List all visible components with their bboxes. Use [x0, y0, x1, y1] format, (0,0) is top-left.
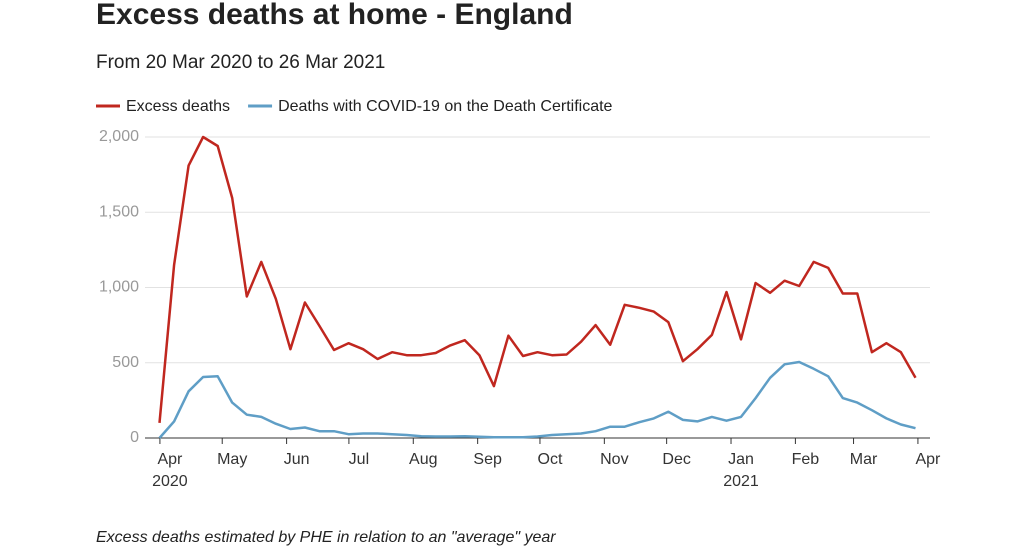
x-tick-label: Oct	[538, 451, 563, 468]
legend-label: Excess deaths	[126, 98, 230, 115]
series-line	[158, 135, 917, 424]
y-tick-label: 1,500	[99, 203, 139, 220]
y-tick-label: 500	[112, 354, 139, 371]
chart-title: Excess deaths at home - England	[96, 0, 573, 31]
series-line	[158, 360, 916, 439]
x-tick-label: Apr	[157, 451, 183, 468]
y-tick-label: 0	[130, 429, 139, 446]
x-tick-label: Jun	[284, 451, 310, 468]
chart-note: Excess deaths estimated by PHE in relati…	[96, 529, 556, 546]
x-tick-label: Mar	[850, 451, 878, 468]
x-tick-label: Aug	[409, 451, 437, 468]
x-tick-label: Dec	[662, 451, 690, 468]
legend-label: Deaths with COVID-19 on the Death Certif…	[278, 98, 612, 115]
x-year-label: 2020	[152, 473, 188, 490]
x-tick-label: Apr	[915, 451, 941, 468]
x-tick-label: Feb	[792, 451, 820, 468]
x-tick-label: Jul	[349, 451, 369, 468]
y-tick-label: 1,000	[99, 279, 139, 296]
x-year-label: 2021	[723, 473, 759, 490]
x-tick-label: Sep	[473, 451, 502, 468]
chart-subtitle: From 20 Mar 2020 to 26 Mar 2021	[96, 52, 385, 73]
x-tick-label: Jan	[728, 451, 754, 468]
x-tick-label: May	[217, 451, 247, 468]
x-tick-label: Nov	[600, 451, 628, 468]
y-tick-label: 2,000	[99, 128, 139, 145]
